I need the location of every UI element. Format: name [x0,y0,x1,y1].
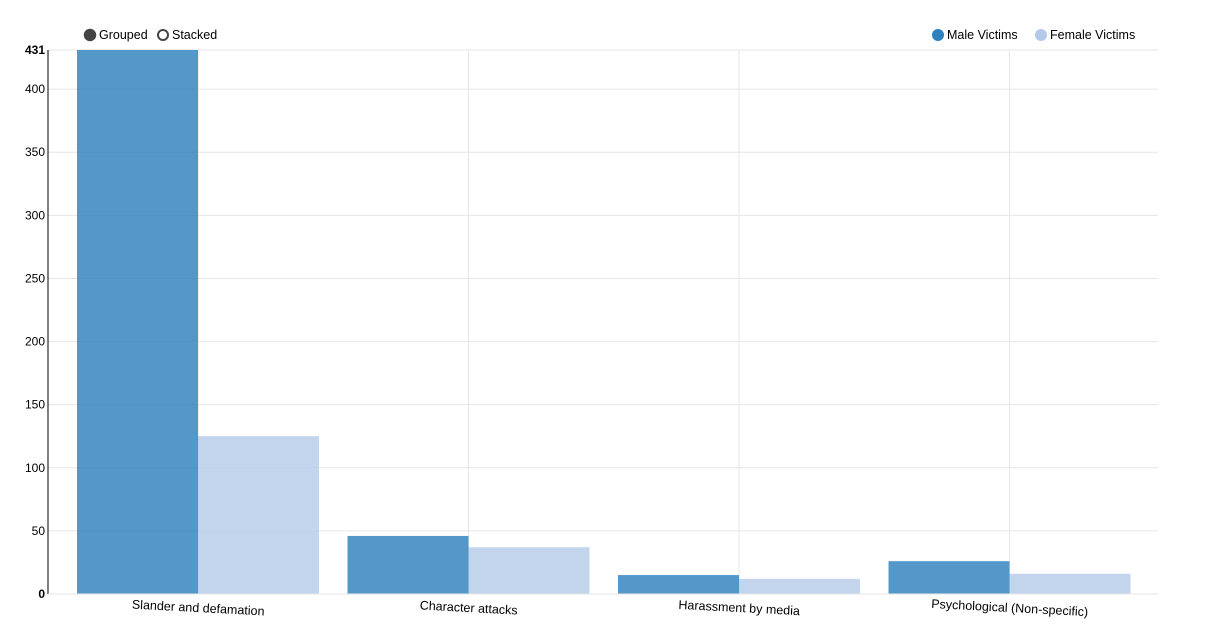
y-tick-label: 400 [25,82,45,96]
x-tick-label: Character attacks [419,598,518,617]
bars [77,50,1131,594]
x-tick-label: Psychological (Non-specific) [931,597,1089,619]
grouped-control[interactable]: Grouped [83,28,148,42]
y-tick-label: 200 [25,335,45,349]
axes [47,50,1158,595]
grouped-label: Grouped [99,28,148,42]
mode-controls: Grouped Stacked [83,28,217,42]
bar-female-1[interactable] [468,547,590,594]
legend-item-male[interactable]: Male Victims [932,28,1018,42]
stacked-radio-icon [157,29,169,41]
y-tick-label: 100 [25,461,45,475]
y-tick-label: 350 [25,145,45,159]
y-tick-label: 250 [25,271,45,285]
bar-male-3[interactable] [888,561,1010,594]
bar-female-0[interactable] [198,436,319,594]
x-tick-label: Slander and defamation [132,598,265,619]
grouped-radio-icon [83,28,97,42]
stacked-label: Stacked [172,28,217,42]
x-tick-labels: Slander and defamation Character attacks H… [132,597,1089,619]
legend: Male Victims Female Victims [932,28,1135,42]
y-tick-label: 50 [32,524,46,538]
bar-female-2[interactable] [739,578,860,594]
legend-swatch-male [932,29,944,41]
stacked-control[interactable]: Stacked [157,28,217,42]
y-tick-labels: 0 50 100 150 200 250 300 350 400 431 [25,43,45,601]
bar-male-1[interactable] [347,535,469,594]
y-tick-label: 300 [25,208,45,222]
legend-swatch-female [1035,29,1047,41]
legend-label-female: Female Victims [1050,28,1135,42]
y-tick-label: 431 [25,43,45,57]
bar-male-2[interactable] [618,575,739,594]
legend-label-male: Male Victims [947,28,1018,42]
y-tick-label: 150 [25,398,45,412]
y-tick-label: 0 [38,587,45,601]
legend-item-female[interactable]: Female Victims [1035,28,1135,42]
bar-male-0[interactable] [77,50,198,594]
x-tick-label: Harassment by media [678,598,800,618]
grid-lines [48,49,1158,594]
bar-female-3[interactable] [1009,573,1131,594]
